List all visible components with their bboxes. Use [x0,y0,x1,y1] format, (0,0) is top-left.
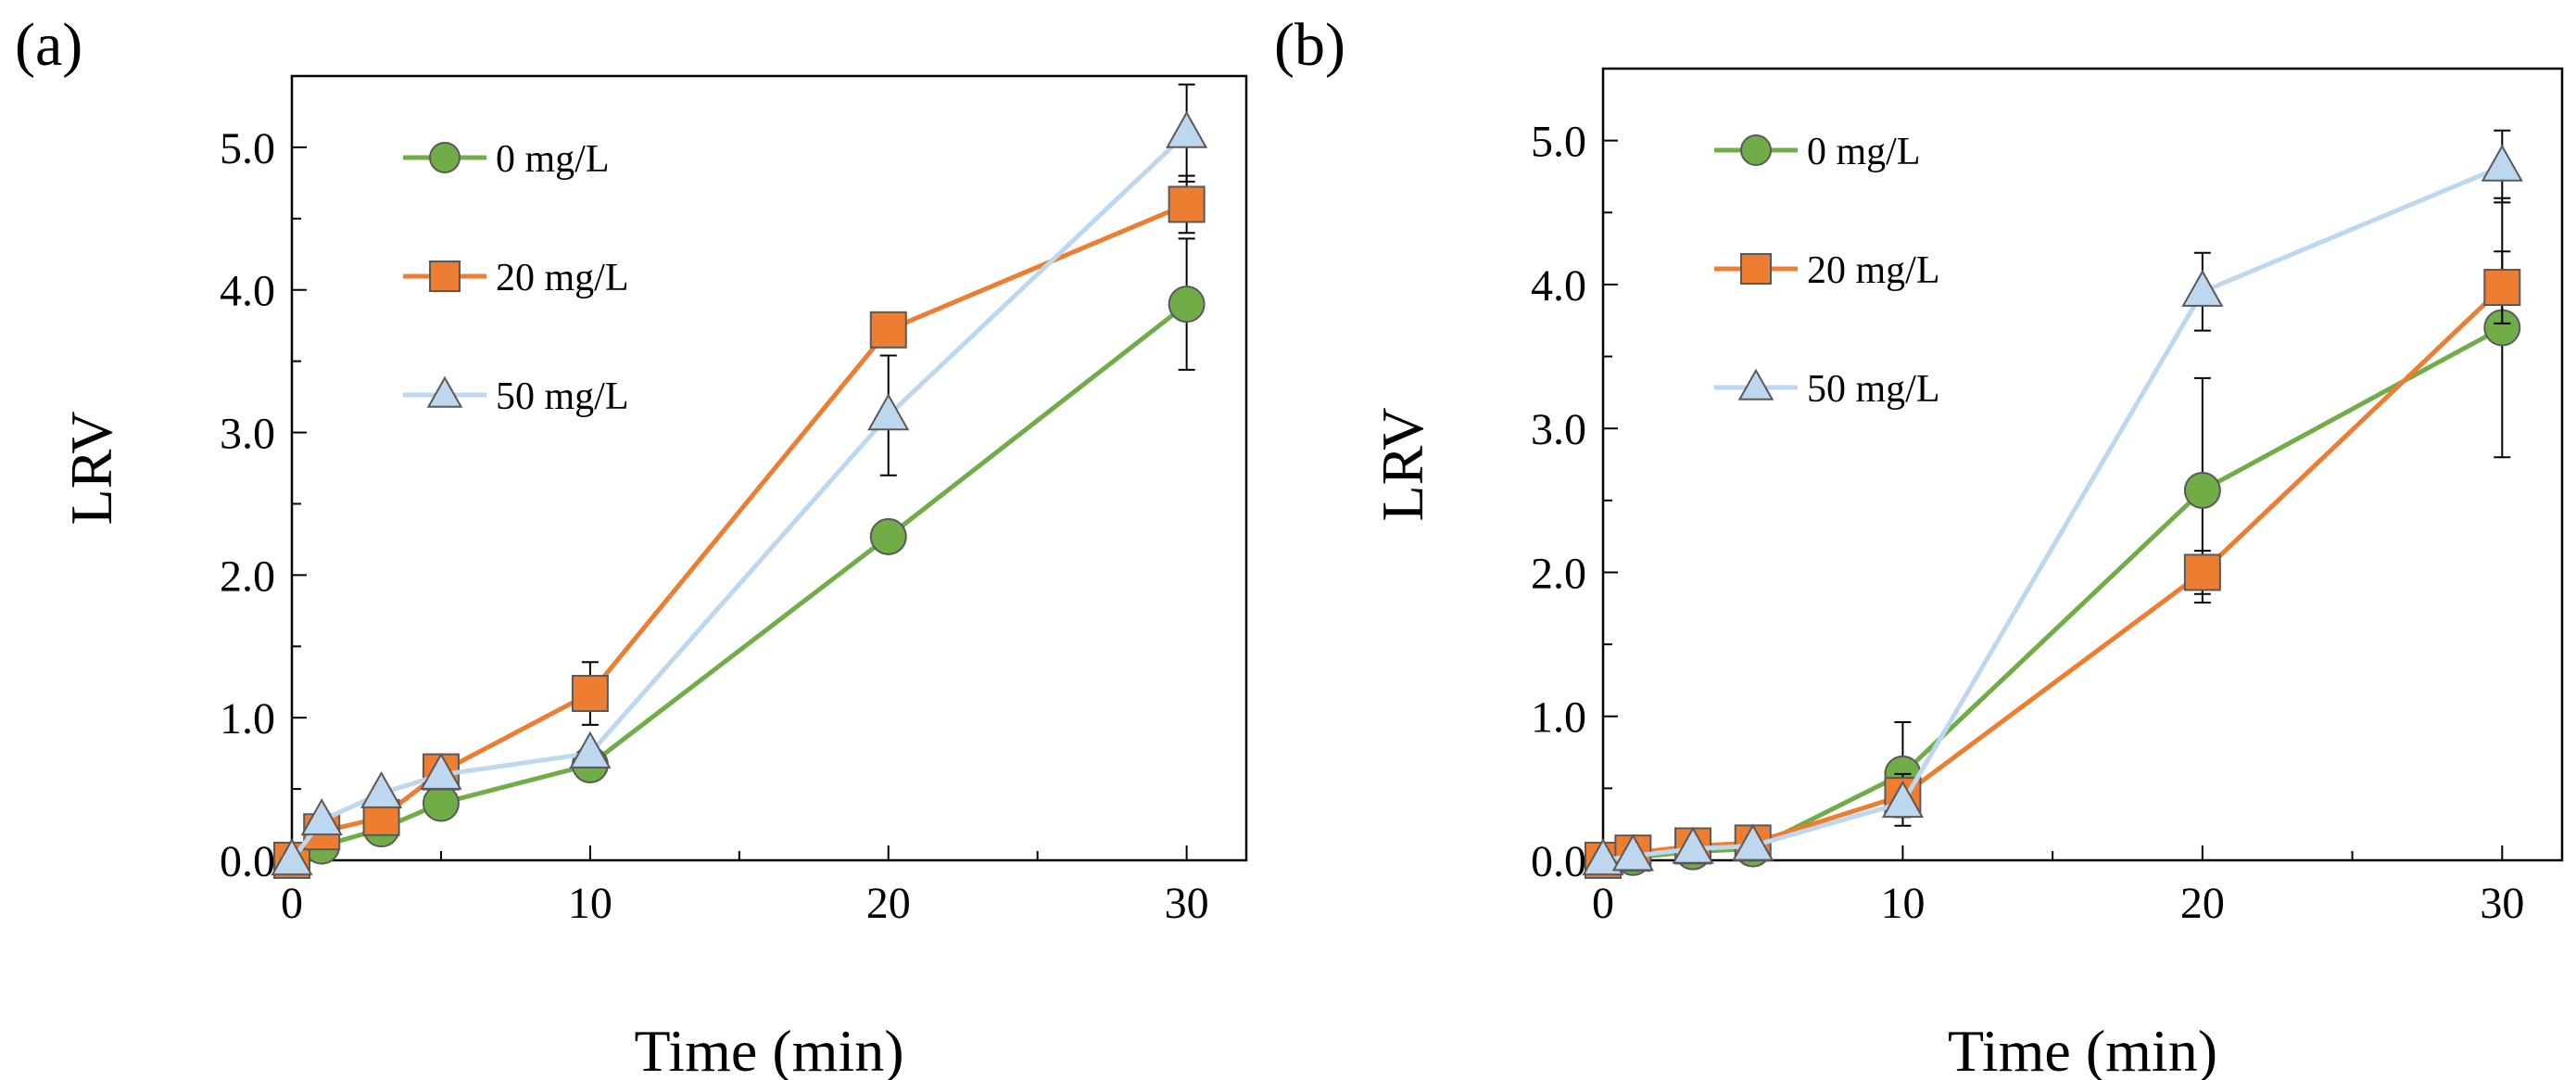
x-tick-label: 10 [1880,879,1925,928]
y-axis-title: LRV [1370,408,1435,522]
x-axis-title: Time (min) [1948,1018,2217,1080]
x-axis-title: Time (min) [635,1018,904,1080]
data-point [2481,144,2523,182]
data-point [2183,471,2221,509]
data-point [869,311,907,349]
legend-label: 20 mg/L [496,257,629,299]
panel-label: (b) [1274,11,1345,79]
legend-entry: 50 mg/L [403,375,629,418]
data-point [300,798,343,836]
data-point [1166,110,1208,148]
data-point [1168,286,1206,324]
data-point [1611,833,1654,871]
x-tick-label: 30 [1165,879,1209,928]
legend-marker [1737,368,1774,400]
x-tick-label: 10 [568,879,612,928]
y-tick-label: 3.0 [1531,405,1586,454]
y-tick-label: 2.0 [220,552,275,601]
y-tick-label: 4.0 [220,267,275,316]
plot-frame [290,74,1248,862]
data-point [569,731,612,769]
data-point [1168,185,1206,223]
series-line [289,131,1189,862]
x-tick-label: 0 [281,879,303,928]
data-point [422,784,460,822]
series-line [1602,325,2504,863]
data-point [571,675,609,713]
legend-marker [429,142,461,173]
data-point [1582,838,1624,876]
y-tick-label: 4.0 [1531,261,1586,311]
legend-entry: 0 mg/L [1714,131,1921,173]
series-line [1602,286,2505,863]
data-point [1732,823,1774,861]
series-50-mg-l [1582,129,2523,876]
data-point [271,838,313,876]
data-point [2181,269,2224,307]
legend-label: 0 mg/L [496,138,610,181]
data-point [869,517,907,555]
legend-marker [1740,253,1772,285]
data-point [1881,781,1925,819]
y-tick-label: 3.0 [220,410,275,459]
legend-entry: 20 mg/L [1714,249,1940,292]
series-50-mg-l [271,83,1208,876]
panel-label: (a) [15,11,82,79]
y-tick-label: 1.0 [220,694,275,743]
data-point [420,752,462,790]
data-point [1672,826,1714,864]
y-tick-label: 0.0 [1531,837,1586,886]
series-20-mg-l [1585,250,2521,879]
legend-label: 50 mg/L [1807,368,1940,411]
x-tick-label: 0 [1592,879,1614,928]
panel-a: (a) 0.0 1.0 2.0 3.0 4.0 5.0 0 10 20 30 Time (min) LR… [15,11,1248,1080]
legend-label: 20 mg/L [1807,249,1940,292]
legend-entry: 20 mg/L [403,257,629,299]
legend-label: 50 mg/L [496,375,629,418]
legend-entry: 0 mg/L [403,138,610,181]
x-tick-label: 30 [2480,879,2524,928]
plot-frame [1601,67,2564,862]
data-point [2183,553,2221,591]
data-point [2483,269,2521,307]
panel-b: (b) 0.0 1.0 2.0 3.0 4.0 5.0 0 10 20 30 Time (min) LR… [1274,11,2564,1080]
legend-marker [1740,134,1772,166]
series-20-mg-l [273,174,1206,879]
series-0-mg-l [1585,197,2521,879]
x-tick-label: 20 [866,879,911,928]
y-tick-label: 2.0 [1531,549,1586,598]
y-tick-label: 1.0 [1531,693,1586,743]
y-tick-label: 5.0 [220,124,275,173]
y-axis-title: LRV [58,412,124,526]
legend-entry: 50 mg/L [1714,368,1940,411]
legend-marker [426,375,463,408]
data-point [360,770,403,808]
legend-label: 0 mg/L [1807,131,1921,173]
y-tick-label: 0.0 [220,837,275,886]
data-point [867,393,910,431]
y-tick-label: 5.0 [1531,118,1586,167]
legend-marker [429,260,461,292]
x-tick-label: 20 [2180,879,2225,928]
